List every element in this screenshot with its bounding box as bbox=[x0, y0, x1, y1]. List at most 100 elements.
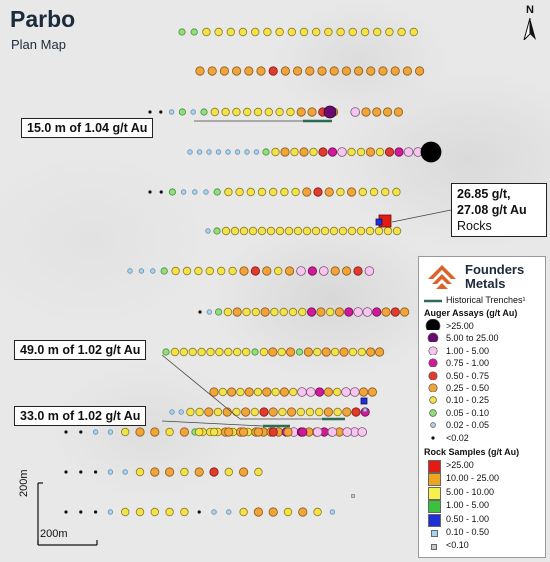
auger-sample-point bbox=[344, 307, 354, 317]
rock-sample-point bbox=[360, 397, 368, 405]
auger-sample-point bbox=[298, 427, 308, 437]
auger-sample-point bbox=[228, 266, 237, 276]
legend-auger-label: 0.25 - 0.50 bbox=[446, 383, 490, 393]
auger-sample-point bbox=[299, 147, 309, 157]
callout-leader bbox=[161, 354, 241, 420]
auger-sample-point bbox=[372, 307, 382, 317]
auger-sample-point bbox=[270, 307, 279, 317]
legend-auger-label: 0.05 - 0.10 bbox=[446, 407, 490, 418]
auger-sample-point bbox=[127, 268, 133, 274]
auger-sample-point bbox=[341, 266, 352, 276]
auger-sample-point bbox=[306, 307, 317, 317]
auger-sample-point bbox=[230, 226, 240, 236]
auger-sample-point bbox=[362, 307, 373, 317]
auger-sample-point bbox=[206, 309, 212, 315]
auger-sample-point bbox=[353, 266, 363, 276]
auger-sample-point bbox=[274, 266, 283, 276]
auger-sample-point bbox=[242, 107, 252, 117]
auger-sample-point bbox=[356, 147, 366, 157]
auger-sample-point bbox=[302, 187, 312, 197]
auger-sample-point bbox=[351, 407, 361, 417]
auger-sample-point bbox=[279, 387, 289, 397]
auger-sample-point bbox=[221, 226, 231, 236]
trench-callout-2: 49.0 m of 1.02 g/t Au bbox=[14, 340, 147, 360]
auger-sample-point bbox=[211, 509, 217, 515]
legend-auger-label: <0.02 bbox=[446, 432, 469, 443]
auger-sample-point bbox=[79, 510, 83, 514]
auger-sample-point bbox=[241, 347, 251, 357]
auger-sample-point bbox=[268, 407, 278, 417]
auger-sample-point bbox=[246, 187, 255, 197]
auger-sample-point bbox=[224, 467, 233, 477]
auger-sample-point bbox=[326, 307, 335, 317]
legend-rock-label: 10.00 - 25.00 bbox=[446, 473, 500, 484]
auger-sample-point bbox=[323, 105, 337, 119]
auger-sample-point bbox=[257, 226, 267, 236]
auger-sample-point bbox=[348, 27, 357, 37]
legend-auger-symbol bbox=[428, 371, 438, 380]
auger-sample-point bbox=[165, 427, 174, 437]
auger-sample-point bbox=[225, 149, 231, 155]
legend: Founders Metals Historical Trenches¹ Aug… bbox=[418, 256, 546, 558]
auger-sample-point bbox=[178, 108, 186, 116]
auger-sample-point bbox=[224, 427, 234, 437]
auger-sample-point bbox=[357, 347, 366, 357]
auger-sample-point bbox=[390, 66, 400, 76]
auger-sample-point bbox=[200, 108, 208, 116]
auger-sample-point bbox=[148, 110, 152, 114]
auger-sample-point bbox=[316, 307, 326, 317]
auger-sample-point bbox=[262, 387, 272, 397]
auger-sample-point bbox=[253, 387, 263, 397]
legend-auger-symbol bbox=[428, 358, 438, 368]
auger-sample-point bbox=[232, 407, 241, 417]
rock-callout-line2: 27.08 g/t Au bbox=[457, 203, 527, 217]
legend-auger-symbol bbox=[427, 333, 439, 343]
auger-sample-point bbox=[342, 427, 353, 437]
legend-rock-label: <0.10 bbox=[446, 540, 469, 551]
legend-rock-symbol bbox=[430, 530, 438, 537]
founders-metals-logo: Founders Metals bbox=[427, 263, 537, 297]
auger-sample-point bbox=[253, 149, 260, 155]
auger-sample-point bbox=[253, 507, 263, 517]
auger-sample-point bbox=[280, 187, 289, 197]
auger-sample-point bbox=[135, 507, 145, 517]
auger-sample-point bbox=[329, 509, 336, 515]
auger-sample-point bbox=[234, 149, 241, 155]
auger-sample-point bbox=[244, 66, 254, 76]
logo-text-line1: Founders bbox=[465, 262, 525, 277]
auger-sample-point bbox=[213, 227, 221, 235]
auger-sample-point bbox=[239, 467, 249, 477]
auger-sample-point bbox=[271, 387, 280, 397]
auger-sample-point bbox=[366, 347, 376, 357]
legend-auger-title: Auger Assays (g/t Au) bbox=[424, 308, 518, 318]
auger-sample-point bbox=[397, 27, 406, 37]
auger-sample-point bbox=[353, 307, 363, 317]
auger-sample-point bbox=[381, 307, 391, 317]
auger-sample-point bbox=[324, 187, 334, 197]
auger-sample-point bbox=[248, 226, 258, 236]
auger-sample-point bbox=[269, 187, 278, 197]
auger-sample-point bbox=[150, 507, 159, 517]
auger-sample-point bbox=[202, 27, 211, 37]
auger-sample-point bbox=[178, 28, 186, 36]
auger-sample-point bbox=[224, 187, 233, 197]
auger-sample-point bbox=[186, 407, 195, 417]
auger-sample-point bbox=[168, 188, 176, 196]
legend-auger-symbol bbox=[428, 383, 438, 392]
scale-x-label: 200m bbox=[40, 528, 68, 540]
auger-sample-point bbox=[178, 409, 184, 415]
auger-sample-point bbox=[165, 507, 174, 517]
auger-sample-point bbox=[350, 107, 361, 117]
legend-auger-symbol bbox=[428, 346, 438, 355]
auger-sample-point bbox=[338, 226, 348, 236]
auger-sample-point bbox=[280, 66, 290, 76]
auger-sample-point bbox=[302, 226, 312, 236]
auger-sample-point bbox=[402, 66, 412, 76]
legend-rock-label: >25.00 bbox=[446, 460, 474, 470]
auger-sample-point bbox=[94, 470, 98, 474]
legend-auger-symbol bbox=[429, 396, 437, 405]
legend-rock-symbol bbox=[431, 543, 437, 550]
auger-sample-point bbox=[79, 470, 83, 474]
auger-sample-point bbox=[303, 347, 313, 357]
